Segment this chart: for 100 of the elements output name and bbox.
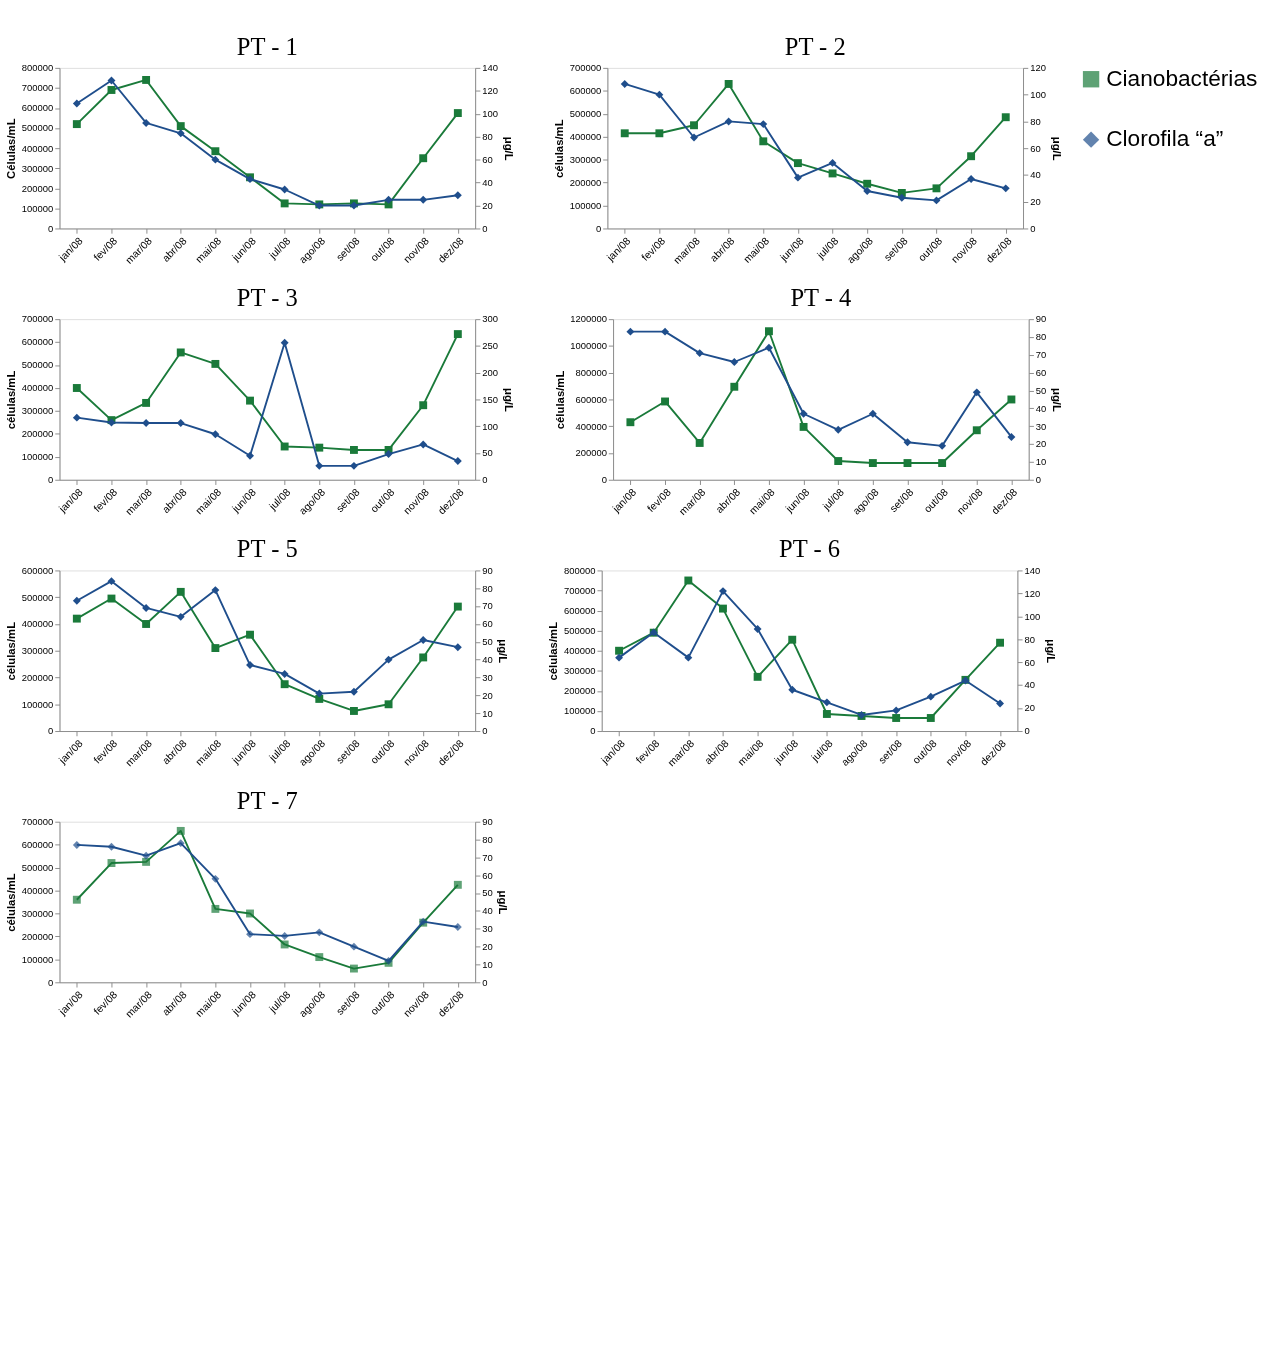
y-tick-label: 600000 <box>569 85 602 97</box>
y2-axis-title: μg/L <box>502 136 515 161</box>
y2-tick-label: 40 <box>1035 402 1047 414</box>
y-tick-label: 1200000 <box>570 313 607 325</box>
y-tick-label: 600000 <box>21 838 54 850</box>
y2-tick-label: 20 <box>1024 702 1035 714</box>
y2-tick-label: 120 <box>1030 62 1046 74</box>
y-tick-label: 600000 <box>21 336 54 348</box>
y2-axis-title: μg/L <box>1050 387 1063 412</box>
legend-label: Cianobactérias <box>1106 64 1258 91</box>
y2-tick-label: 50 <box>1035 384 1047 396</box>
y2-tick-label: 50 <box>482 447 493 459</box>
y-tick-label: 500000 <box>21 591 54 603</box>
y2-tick-label: 60 <box>482 153 493 165</box>
y2-tick-label: 80 <box>1030 115 1041 127</box>
y2-tick-label: 70 <box>482 851 493 863</box>
chart-title: PT - 5 <box>236 535 298 563</box>
y-tick-label: 700000 <box>569 62 602 74</box>
y-tick-label: 600000 <box>21 564 54 576</box>
y2-tick-label: 90 <box>482 564 493 576</box>
y2-axis-title: μg/L <box>497 890 510 915</box>
y2-tick-label: 40 <box>482 176 493 188</box>
y2-tick-label: 90 <box>1035 313 1047 325</box>
y-tick-label: 200000 <box>564 685 596 697</box>
y-tick-label: 400000 <box>21 382 54 394</box>
y-tick-label: 0 <box>601 474 607 486</box>
y-tick-label: 1000000 <box>570 340 607 352</box>
y-tick-label: 500000 <box>21 122 54 134</box>
y-tick-label: 700000 <box>21 816 54 828</box>
y2-tick-label: 40 <box>482 905 493 917</box>
y2-tick-label: 0 <box>1024 725 1030 737</box>
y-axis-title: células/mL <box>5 873 18 932</box>
y-tick-label: 200000 <box>21 930 54 942</box>
y-tick-label: 500000 <box>21 359 54 371</box>
y-tick-label: 300000 <box>21 162 54 174</box>
y2-tick-label: 20 <box>482 689 493 701</box>
y2-tick-label: 10 <box>482 707 493 719</box>
y-tick-label: 500000 <box>564 624 596 636</box>
y2-tick-label: 100 <box>482 108 498 120</box>
y2-tick-label: 60 <box>482 618 493 630</box>
y2-tick-label: 70 <box>1035 349 1047 361</box>
y-tick-label: 400000 <box>21 618 54 630</box>
y-tick-label: 300000 <box>21 645 54 657</box>
y2-tick-label: 70 <box>482 600 493 612</box>
y2-tick-label: 30 <box>1035 420 1047 432</box>
y2-tick-label: 30 <box>482 671 493 683</box>
y-tick-label: 300000 <box>569 153 602 165</box>
y-tick-label: 0 <box>48 222 54 234</box>
y-tick-label: 400000 <box>564 645 596 657</box>
y2-tick-label: 120 <box>482 85 498 97</box>
chart-title: PT - 4 <box>790 283 852 311</box>
y2-tick-label: 120 <box>1024 587 1041 599</box>
legend-label: Clorofila “a” <box>1106 125 1224 152</box>
y2-tick-label: 60 <box>482 869 493 881</box>
y2-tick-label: 140 <box>1024 564 1041 576</box>
y-axis-title: Células/mL <box>5 118 18 179</box>
y2-tick-label: 100 <box>1030 88 1046 100</box>
y2-tick-label: 0 <box>1030 222 1036 234</box>
y2-tick-label: 90 <box>482 816 493 828</box>
y-tick-label: 700000 <box>21 82 54 94</box>
y-tick-label: 600000 <box>564 604 596 616</box>
y-tick-label: 0 <box>48 725 54 737</box>
y-tick-label: 0 <box>590 725 596 737</box>
y-tick-label: 700000 <box>564 584 596 596</box>
y2-axis-title: μg/L <box>1050 136 1063 161</box>
y2-tick-label: 150 <box>482 393 498 405</box>
y-tick-label: 200000 <box>21 428 54 440</box>
y-tick-label: 100000 <box>21 451 54 463</box>
y-tick-label: 600000 <box>21 102 54 114</box>
y2-tick-label: 250 <box>482 340 498 352</box>
chart-title: PT - 7 <box>236 786 298 814</box>
chart-title: PT - 1 <box>236 32 298 60</box>
y-tick-label: 200000 <box>569 176 602 188</box>
y2-tick-label: 200 <box>482 367 498 379</box>
y-tick-label: 100000 <box>564 705 596 717</box>
y-axis-title: células/mL <box>5 621 18 681</box>
y2-tick-label: 50 <box>482 887 493 899</box>
y2-axis-title: μg/L <box>502 387 515 412</box>
y2-axis-title: μg/L <box>497 639 510 664</box>
y2-tick-label: 20 <box>1030 196 1041 208</box>
y-tick-label: 200000 <box>575 447 607 459</box>
y-tick-label: 300000 <box>21 405 54 417</box>
y-tick-label: 500000 <box>569 108 602 120</box>
y2-tick-label: 50 <box>482 636 493 648</box>
y2-tick-label: 40 <box>482 653 493 665</box>
y-tick-label: 700000 <box>21 313 54 325</box>
y2-tick-label: 80 <box>482 833 493 845</box>
y-tick-label: 100000 <box>21 202 54 214</box>
y-tick-label: 0 <box>48 474 54 486</box>
y-tick-label: 500000 <box>21 861 54 873</box>
y2-tick-label: 60 <box>1035 367 1047 379</box>
y2-tick-label: 80 <box>1035 331 1047 343</box>
y-tick-label: 0 <box>48 976 54 988</box>
y2-tick-label: 300 <box>482 313 498 325</box>
y2-tick-label: 0 <box>482 474 488 486</box>
y-axis-title: células/mL <box>553 370 566 430</box>
y2-tick-label: 10 <box>482 958 493 970</box>
y-tick-label: 200000 <box>21 671 54 683</box>
y-tick-label: 400000 <box>575 420 607 432</box>
y2-tick-label: 0 <box>482 976 488 988</box>
